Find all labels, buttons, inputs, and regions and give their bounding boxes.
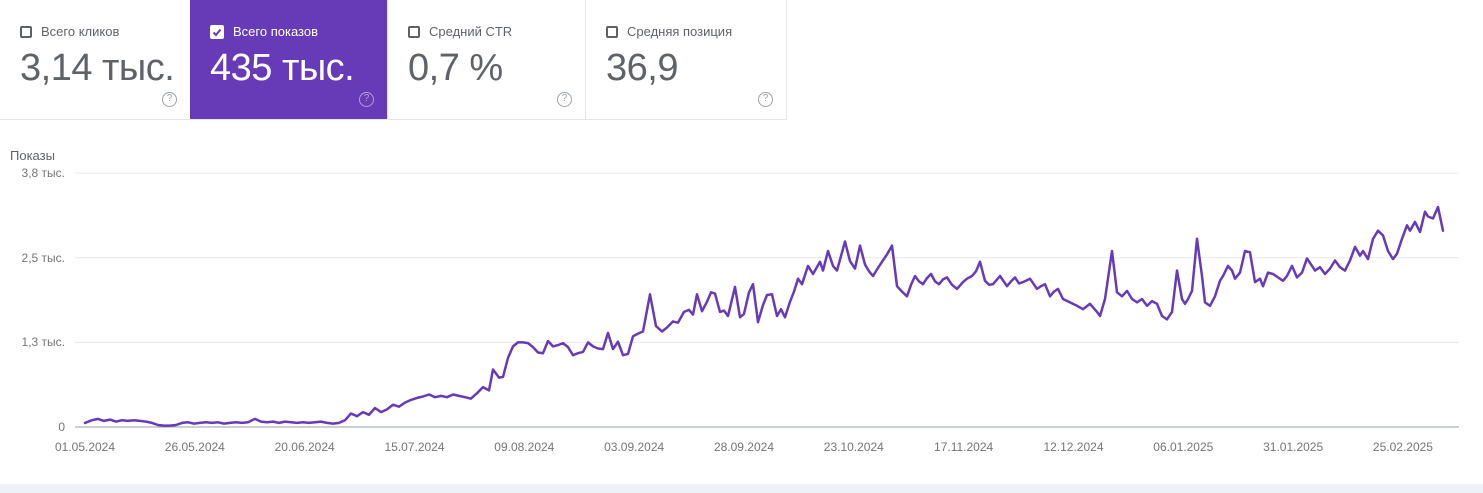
x-axis-tick-label: 12.12.2024 [1043, 440, 1104, 454]
checkbox-unchecked-icon[interactable] [408, 25, 420, 38]
checkbox-unchecked-icon[interactable] [20, 25, 32, 38]
metric-card-average-position[interactable]: Средняя позиция 36,9 ? [585, 0, 787, 119]
x-axis-tick-label: 31.01.2025 [1263, 440, 1324, 454]
x-axis-tick-label: 01.05.2024 [54, 440, 116, 454]
metric-label: Средний CTR [429, 24, 513, 39]
help-icon[interactable]: ? [359, 92, 374, 107]
metric-card-total-clicks[interactable]: Всего кликов 3,14 тыс. ? [0, 0, 190, 119]
metric-checkbox-row: Средний CTR [408, 24, 585, 39]
chart-title: Показы [10, 148, 55, 163]
horizontal-scrollbar-track[interactable] [0, 484, 1483, 493]
x-axis-tick-label: 26.05.2024 [164, 440, 225, 454]
metric-value: 3,14 тыс. [20, 47, 175, 89]
help-icon[interactable]: ? [557, 92, 572, 107]
checkbox-unchecked-icon[interactable] [606, 25, 618, 38]
metric-label: Средняя позиция [627, 24, 733, 39]
metric-checkbox-row: Всего кликов [20, 24, 190, 39]
x-axis-tick-label: 20.06.2024 [274, 440, 335, 454]
help-icon[interactable]: ? [162, 92, 177, 107]
x-axis-tick-label: 23.10.2024 [823, 440, 884, 454]
y-axis-tick-label: 2,5 тыс. [21, 250, 65, 265]
y-axis-tick-label: 3,8 тыс. [21, 166, 65, 181]
help-icon[interactable]: ? [758, 92, 773, 107]
checkmark-icon [212, 28, 222, 36]
x-axis-tick-label: 03.09.2024 [604, 440, 665, 454]
metric-label: Всего показов [233, 24, 318, 39]
x-axis-tick-label: 25.02.2025 [1372, 440, 1433, 454]
x-axis-tick-label: 15.07.2024 [384, 440, 445, 454]
y-axis-tick-label: 1,3 тыс. [21, 335, 65, 350]
line-chart-plot [75, 172, 1459, 428]
metric-checkbox-row: Всего показов [210, 24, 387, 39]
metric-checkbox-row: Средняя позиция [606, 24, 786, 39]
metric-label: Всего кликов [41, 24, 120, 39]
metric-card-average-ctr[interactable]: Средний CTR 0,7 % ? [387, 0, 585, 119]
x-axis-tick-label: 28.09.2024 [713, 440, 774, 454]
x-axis-tick-label: 06.01.2025 [1153, 440, 1214, 454]
y-axis-tick-label: 0 [58, 420, 65, 434]
x-axis-tick-label: 17.11.2024 [934, 440, 994, 454]
checkbox-checked-icon[interactable] [210, 24, 224, 39]
metric-value: 435 тыс. [210, 47, 355, 89]
metric-value: 36,9 [606, 47, 678, 89]
x-axis-tick-label: 09.08.2024 [494, 440, 555, 454]
metrics-cards-row: Всего кликов 3,14 тыс. ? Всего показов 4… [0, 0, 787, 120]
metric-card-total-impressions[interactable]: Всего показов 435 тыс. ? [190, 0, 387, 119]
impressions-line-chart: Показы 3,8 тыс. 2,5 тыс. 1,3 тыс. 0 01.05.20… [0, 140, 1483, 480]
metric-value: 0,7 % [408, 47, 503, 89]
